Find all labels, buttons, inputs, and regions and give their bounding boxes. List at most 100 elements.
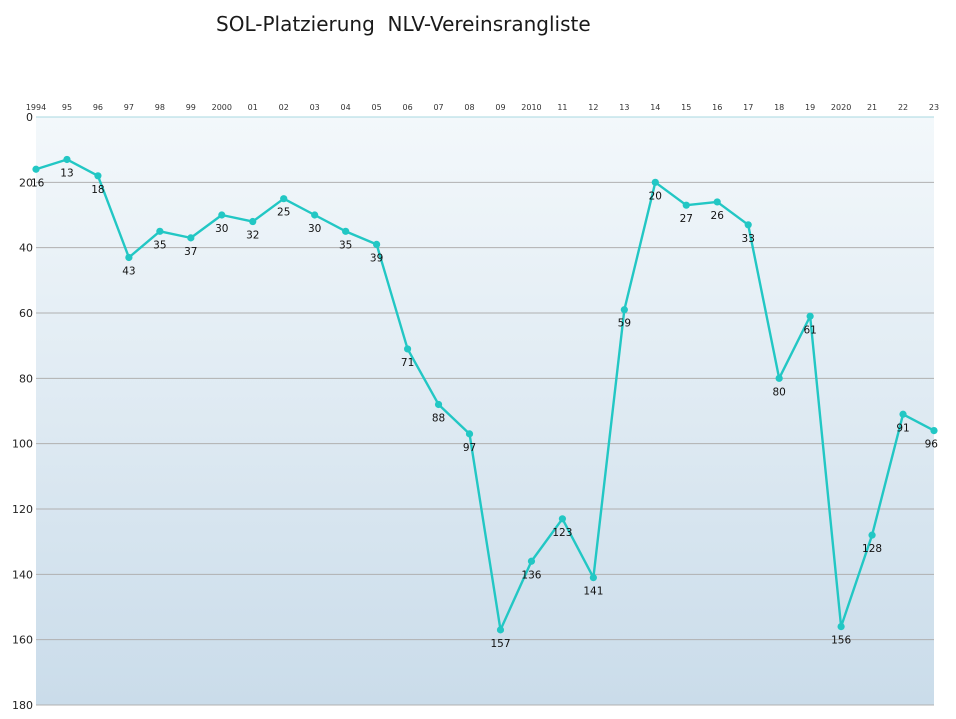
data-label: 33 [742,233,755,245]
grid-lines [36,116,934,706]
x-tick-label: 99 [186,103,196,112]
data-point [527,557,536,565]
x-tick-label: 2000 [212,103,232,112]
x-tick-label: 16 [712,103,722,112]
x-tick-label: 1994 [26,103,46,112]
data-label: 13 [60,167,73,179]
data-label: 61 [803,324,816,336]
x-tick-label: 23 [929,103,939,112]
data-point [249,217,257,226]
x-tick-label: 12 [588,103,598,112]
x-tick-label: 98 [155,103,165,112]
data-point [496,626,505,634]
x-tick-label: 11 [557,103,567,112]
data-point [806,312,814,320]
data-point [280,195,288,203]
data-label: 30 [308,223,321,235]
y-tick-label: 60 [19,307,33,320]
data-label: 96 [925,439,939,451]
data-point [868,531,876,539]
x-tick-label: 01 [248,103,258,112]
x-tick-label: 96 [93,103,103,112]
data-points [32,155,938,634]
x-tick-label: 03 [310,103,320,112]
data-label: 30 [215,223,228,235]
x-tick-label: 19 [805,103,815,112]
data-label: 26 [711,210,725,222]
x-tick-label: 05 [372,103,382,112]
x-axis-ticks: 1994 95 96 97 98 99 2000 01 02 03 04 05 06 07 08 09 2010… [26,103,939,112]
data-label: 91 [896,422,909,434]
y-tick-label: 40 [19,242,33,255]
data-point [589,574,597,582]
x-tick-label: 18 [774,103,784,112]
data-label: 37 [184,246,197,258]
data-point [620,306,628,314]
x-tick-label: 2010 [521,103,541,112]
data-label: 59 [618,318,631,330]
data-label: 20 [649,190,662,202]
data-point [744,221,752,229]
data-label: 25 [277,207,290,219]
y-tick-label: 120 [12,503,33,516]
y-tick-label: 80 [19,372,33,385]
data-label: 80 [772,386,785,398]
x-tick-label: 14 [650,103,660,112]
x-tick-label: 2020 [831,103,851,112]
data-label: 71 [401,357,414,369]
data-label: 32 [246,230,259,242]
plot-area [36,117,934,705]
y-tick-label: 100 [12,438,33,451]
data-label: 136 [521,569,541,581]
data-point [837,623,845,631]
data-point [899,410,907,418]
x-tick-label: 07 [433,103,443,112]
x-tick-label: 22 [898,103,908,112]
data-label: 16 [31,177,45,189]
data-point [930,427,938,435]
data-label: 141 [583,586,603,598]
x-tick-label: 17 [743,103,753,112]
data-point [94,172,102,180]
data-point [465,430,474,438]
data-point [713,198,721,206]
data-point [558,515,567,523]
y-tick-label: 20 [19,176,33,189]
y-tick-label: 140 [12,568,33,581]
y-axis-ticks: 0 20 40 60 80 100 120 140 160 180 [12,111,33,712]
x-tick-label: 02 [279,103,289,112]
data-point [32,165,40,173]
y-tick-label: 180 [12,699,33,712]
x-tick-label: 09 [495,103,505,112]
data-label: 156 [831,635,851,647]
data-point [651,178,659,186]
x-tick-label: 06 [402,103,412,112]
data-point [156,227,164,235]
data-label: 88 [432,412,445,424]
data-labels: 16 13 18 43 35 37 30 32 25 30 35 39 71 88 97 157 136 123 1… [31,167,938,649]
y-tick-label: 0 [26,111,33,124]
data-point [218,211,226,219]
data-label: 35 [339,239,352,251]
data-point [682,201,690,209]
chart-title: SOL-Platzierung NLV-Vereinsrangliste [216,12,591,36]
x-tick-label: 15 [681,103,691,112]
x-tick-label: 97 [124,103,134,112]
data-label: 128 [862,543,882,555]
x-tick-label: 08 [464,103,474,112]
data-point [63,155,71,164]
data-label: 18 [91,184,104,196]
data-label: 43 [122,265,135,277]
data-label: 27 [680,213,693,225]
data-point [311,211,319,219]
data-label: 39 [370,252,383,264]
data-point [342,227,350,235]
x-tick-label: 21 [867,103,877,112]
data-point [373,240,381,248]
y-tick-label: 160 [12,634,33,647]
x-tick-label: 13 [619,103,629,112]
data-label: 97 [463,442,476,454]
data-label: 157 [490,638,510,650]
data-point [403,345,412,353]
